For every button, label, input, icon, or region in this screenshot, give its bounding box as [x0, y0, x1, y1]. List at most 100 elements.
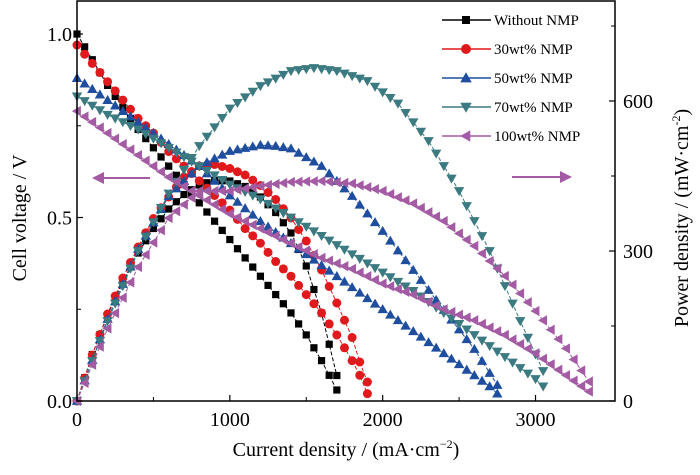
voltage-point [530, 348, 540, 359]
voltage-point [492, 347, 503, 357]
voltage-point [499, 353, 511, 363]
voltage-point [308, 227, 320, 237]
voltage-point [446, 353, 457, 363]
voltage-point [346, 282, 358, 292]
voltage-point [317, 308, 327, 318]
voltage-point [218, 226, 226, 234]
plot-frame [76, 0, 616, 402]
voltage-point [241, 254, 249, 262]
voltage-point [125, 111, 136, 121]
voltage-point [385, 273, 396, 283]
power-point [171, 206, 181, 217]
voltage-point [239, 203, 251, 213]
voltage-point [310, 344, 318, 352]
voltage-point [438, 304, 448, 315]
voltage-point [226, 235, 234, 244]
voltage-point [515, 338, 525, 350]
voltage-point [155, 139, 167, 149]
power-point [240, 170, 250, 180]
power-point [369, 217, 381, 227]
x-tick-label: 3000 [516, 409, 556, 431]
power-point [255, 139, 266, 149]
voltage-point [285, 238, 295, 249]
power-point [287, 229, 295, 237]
power-point [232, 144, 243, 154]
power-point [125, 277, 135, 288]
power-point [248, 175, 258, 185]
legend-label: 50wt% NMP [494, 71, 573, 87]
power-point [339, 69, 350, 79]
x-tick-label: 2000 [363, 409, 403, 431]
power-point [469, 217, 480, 227]
voltage-point [576, 380, 586, 392]
power-point [293, 176, 303, 187]
polarization-line [76, 33, 338, 391]
voltage-point [476, 318, 486, 330]
voltage-point [355, 370, 365, 380]
voltage-point [148, 127, 159, 137]
legend-marker-triangle-left-icon [460, 130, 471, 142]
power-point [392, 245, 404, 255]
voltage-point [165, 162, 173, 170]
voltage-point [103, 77, 113, 87]
power-point [157, 215, 165, 223]
voltage-point [522, 343, 532, 354]
voltage-point [461, 364, 472, 374]
voltage-point [346, 250, 358, 260]
voltage-point [415, 331, 427, 341]
power-point [148, 218, 159, 228]
voltage-point [111, 92, 119, 101]
voltage-point [385, 281, 395, 292]
power-point [209, 185, 219, 197]
power-point [294, 225, 304, 234]
power-point [278, 177, 288, 189]
power-point [278, 70, 289, 80]
voltage-point [446, 314, 457, 324]
power-point [172, 198, 180, 206]
voltage-point [171, 154, 181, 164]
power-point [507, 299, 518, 309]
voltage-point [172, 171, 180, 179]
voltage-point [110, 86, 120, 96]
voltage-point [233, 245, 242, 253]
axis-layer: 0 1000 2000 3000 0.0 0.5 1.0 0 300 600 [47, 24, 653, 431]
voltage-point [560, 370, 570, 381]
power-point [232, 184, 242, 195]
voltage-point [507, 358, 518, 368]
voltage-point [171, 176, 181, 187]
power-point [316, 175, 326, 187]
voltage-point [110, 133, 120, 144]
power-point [377, 185, 387, 197]
power-point [377, 88, 388, 98]
power-point [263, 188, 273, 197]
voltage-point [209, 199, 219, 210]
power-point [346, 190, 358, 200]
voltage-point [354, 267, 364, 278]
power-point [446, 174, 457, 184]
power-point [324, 66, 335, 76]
power-point [537, 367, 549, 377]
voltage-point [316, 252, 326, 264]
power-point [285, 143, 297, 153]
power-point [400, 195, 410, 206]
power-point [316, 65, 327, 75]
voltage-point [171, 148, 182, 158]
voltage-point [132, 149, 143, 161]
power-point [461, 202, 472, 212]
power-point [224, 145, 236, 155]
power-point [408, 264, 419, 274]
power-point [224, 185, 234, 197]
voltage-point [499, 329, 509, 341]
power-point [369, 183, 379, 195]
voltage-point [302, 331, 310, 339]
power-point [149, 224, 158, 233]
voltage-point [102, 94, 113, 104]
power-point [515, 288, 525, 299]
power-point [431, 211, 441, 222]
voltage-point [339, 343, 349, 353]
power-point [499, 270, 509, 282]
voltage-point [125, 104, 135, 114]
voltage-point [287, 309, 295, 317]
voltage-point [95, 68, 105, 78]
power-point [423, 137, 434, 147]
